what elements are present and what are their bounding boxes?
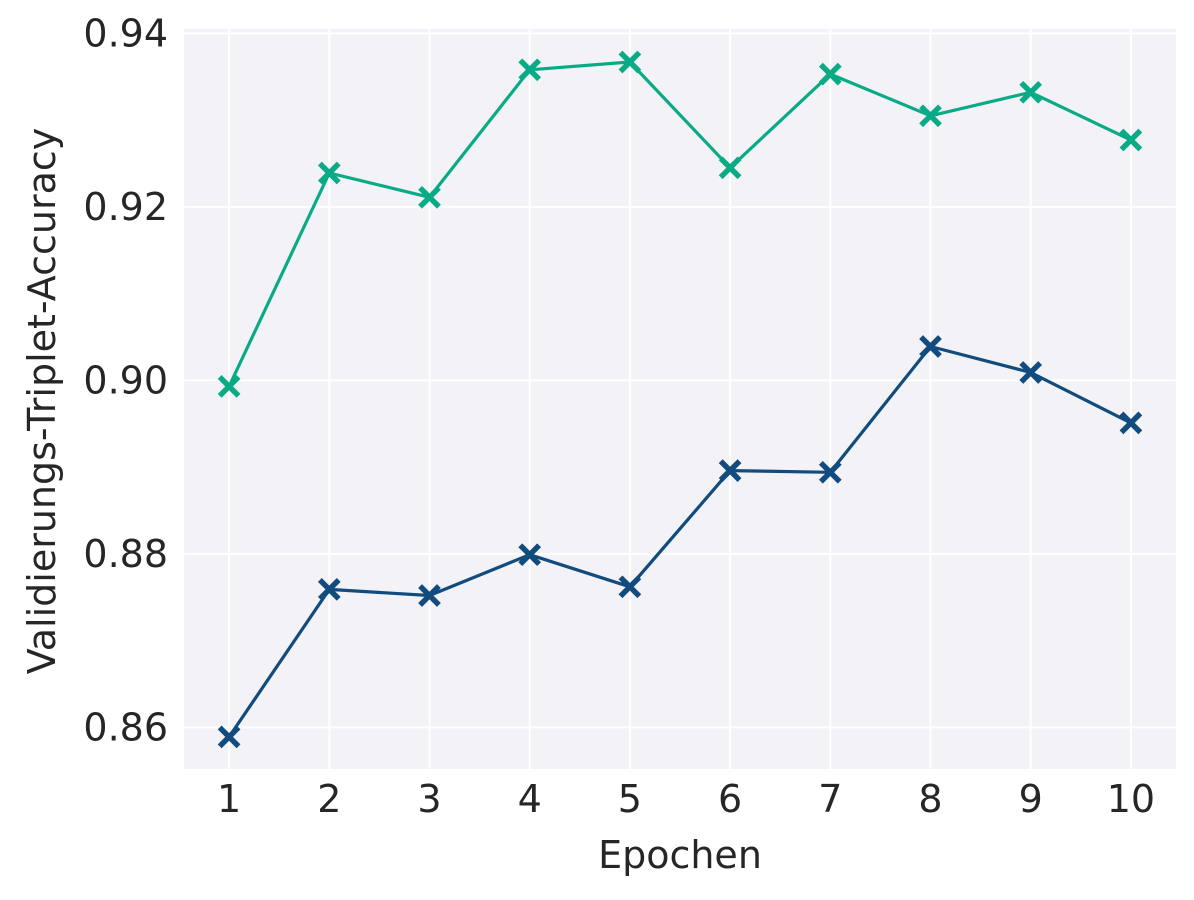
y-tick-label: 0.86 — [83, 705, 168, 749]
x-axis-label: Epochen — [598, 833, 762, 877]
data-point — [1119, 411, 1143, 435]
data-point — [718, 156, 742, 180]
x-tick-label: 8 — [918, 777, 942, 821]
x-tick-label: 5 — [618, 777, 642, 821]
data-point — [518, 543, 542, 567]
y-tick-label: 0.90 — [83, 358, 168, 402]
x-tick-label: 6 — [718, 777, 742, 821]
data-point — [317, 578, 341, 601]
x-tick-label: 1 — [217, 777, 241, 821]
data-point — [818, 460, 842, 484]
data-point — [217, 725, 241, 749]
series-line-1 — [227, 60, 1132, 388]
tick-labels: 1 2 3 4 5 6 7 8 9 10 0.86 0.88 0.90 0.92 0.94 — [83, 11, 1155, 821]
data-point — [217, 375, 241, 398]
data-point — [518, 58, 542, 82]
y-axis-label: Validierungs-Triplet-Accuracy — [20, 128, 64, 675]
data-point — [618, 50, 642, 74]
data-point — [418, 185, 441, 209]
data-point — [718, 459, 742, 482]
x-tick-label: 7 — [818, 777, 842, 821]
y-tick-label: 0.88 — [83, 532, 168, 576]
data-point — [1119, 128, 1143, 152]
y-tick-label: 0.92 — [83, 185, 168, 229]
data-point — [1019, 361, 1043, 384]
x-tick-label: 3 — [417, 777, 441, 821]
x-tick-label: 2 — [317, 777, 341, 821]
data-point — [919, 335, 942, 358]
x-tick-label: 10 — [1107, 777, 1155, 821]
y-tick-label: 0.94 — [83, 11, 168, 55]
data-point — [317, 161, 341, 185]
plot-area — [184, 29, 1176, 769]
series-group — [217, 50, 1143, 749]
series-line-2 — [227, 344, 1132, 738]
grid — [184, 29, 1176, 769]
data-point — [818, 62, 842, 86]
data-point — [618, 575, 642, 599]
data-point — [919, 104, 942, 128]
data-point — [1019, 80, 1043, 104]
x-tick-label: 4 — [518, 777, 542, 821]
data-point — [418, 584, 441, 607]
x-tick-label: 9 — [1019, 777, 1043, 821]
